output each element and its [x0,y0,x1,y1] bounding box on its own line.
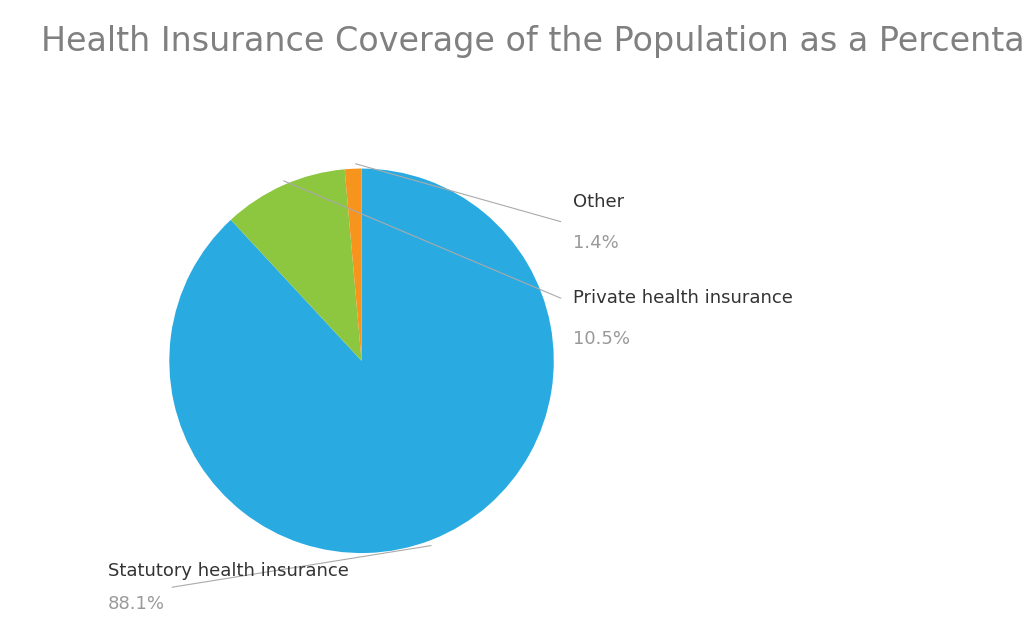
Text: Health Insurance Coverage of the Population as a Percentage: Health Insurance Coverage of the Populat… [41,25,1024,58]
Wedge shape [169,168,554,553]
Text: Statutory health insurance: Statutory health insurance [108,562,348,580]
Wedge shape [230,169,361,361]
Text: 1.4%: 1.4% [573,234,618,252]
Text: Private health insurance: Private health insurance [573,289,793,307]
Text: Other: Other [573,193,625,211]
Text: 88.1%: 88.1% [108,596,165,613]
Text: 10.5%: 10.5% [573,330,630,348]
Wedge shape [345,168,361,361]
